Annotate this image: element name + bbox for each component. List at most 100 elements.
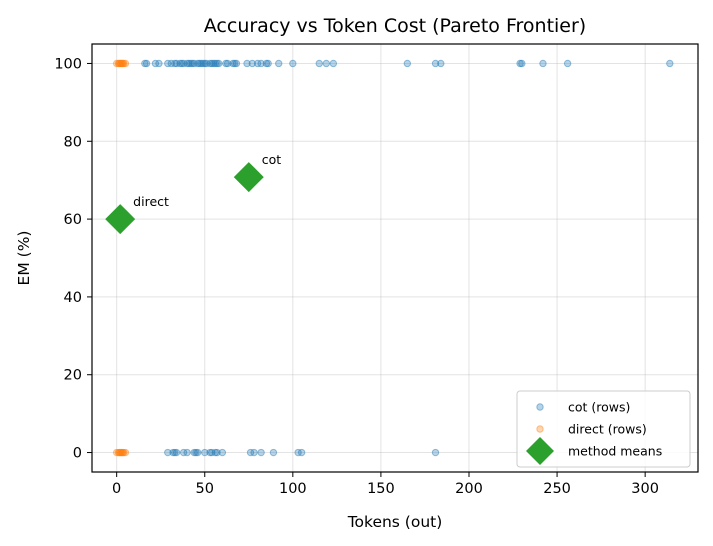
- cot-row-point: [171, 448, 179, 457]
- direct-row-point: [114, 59, 123, 68]
- cot-row-point: [201, 59, 209, 68]
- x-tick-label: 150: [367, 481, 395, 497]
- cot-row-point: [666, 59, 674, 68]
- direct-row-point: [112, 448, 121, 457]
- cot-row-point: [141, 59, 149, 68]
- cot-row-point: [289, 59, 297, 68]
- annotation-direct: direct: [133, 194, 169, 209]
- x-tick-label: 200: [455, 481, 483, 497]
- direct-row-point: [117, 448, 125, 457]
- cot-row-point: [269, 448, 278, 457]
- plot-area-frame: [91, 43, 699, 473]
- cot-row-point: [169, 448, 177, 457]
- direct-row-point: [116, 448, 124, 457]
- cot-row-point: [186, 59, 195, 68]
- annotation-cot: cot: [262, 152, 282, 167]
- data-points: [105, 59, 674, 457]
- cot-row-point: [253, 59, 262, 68]
- cot-row-point: [155, 59, 163, 68]
- cot-row-point: [230, 59, 239, 68]
- y-tick-label: 80: [64, 134, 82, 150]
- cot-row-point: [431, 448, 440, 457]
- legend-marker-1: [536, 425, 544, 433]
- cot-row-point: [199, 59, 207, 68]
- cot-row-point: [193, 59, 202, 68]
- cot-row-point: [192, 448, 200, 457]
- chart-title: Accuracy vs Token Cost (Pareto Frontier): [204, 15, 586, 37]
- cot-row-point: [183, 59, 191, 68]
- method-mean-marker: [105, 204, 136, 235]
- legend: cot (rows) direct (rows) method means: [516, 390, 691, 468]
- y-tick-label: 20: [64, 368, 82, 384]
- x-axis-label: Tokens (out): [347, 513, 443, 531]
- y-tick-label: 100: [54, 56, 82, 72]
- cot-row-point: [172, 448, 181, 457]
- cot-row-point: [246, 448, 255, 457]
- cot-row-point: [208, 448, 216, 457]
- cot-row-point: [437, 59, 445, 68]
- cot-row-point: [190, 448, 198, 457]
- y-tick-label: 0: [73, 446, 82, 462]
- cot-row-point: [264, 59, 272, 68]
- cot-row-point: [164, 448, 172, 457]
- direct-row-point: [117, 59, 125, 68]
- cot-row-point: [171, 59, 179, 68]
- cot-row-point: [167, 59, 175, 68]
- legend-marker-0: [536, 403, 544, 411]
- cot-row-point: [202, 59, 211, 68]
- cot-row-point: [563, 59, 572, 68]
- cot-row-point: [185, 59, 193, 68]
- cot-row-point: [275, 59, 283, 68]
- direct-row-point: [115, 448, 124, 457]
- cot-row-point: [243, 59, 251, 68]
- cot-row-point: [516, 59, 524, 68]
- cot-row-point: [190, 59, 198, 68]
- cot-row-point: [322, 59, 330, 68]
- cot-row-point: [164, 59, 172, 68]
- cot-row-point: [195, 59, 204, 68]
- cot-row-point: [250, 448, 258, 457]
- cot-row-point: [229, 59, 237, 68]
- cot-row-point: [329, 59, 338, 68]
- direct-row-point: [116, 59, 124, 68]
- cot-row-point: [248, 59, 257, 68]
- cot-row-point: [223, 59, 232, 68]
- cot-row-point: [197, 59, 205, 68]
- direct-row-point: [119, 59, 127, 68]
- x-tick-label: 250: [543, 481, 571, 497]
- y-axis-label: EM (%): [15, 231, 33, 286]
- cot-row-point: [179, 448, 188, 457]
- cot-row-point: [193, 448, 202, 457]
- cot-row-point: [257, 59, 265, 68]
- cot-row-point: [211, 59, 220, 68]
- y-tick-label: 40: [64, 290, 82, 306]
- y-tick-label: 60: [64, 212, 82, 228]
- cot-row-point: [215, 59, 223, 68]
- grid: [92, 44, 698, 472]
- cot-row-point: [178, 59, 186, 68]
- cot-row-point: [518, 59, 526, 68]
- cot-row-point: [294, 448, 302, 457]
- cot-row-point: [218, 448, 227, 457]
- axis-ticks: 0 50 100 150 200 250 300 0 20 40 60 80 100: [54, 56, 659, 497]
- direct-row-point: [118, 59, 126, 68]
- cot-row-point: [213, 59, 221, 68]
- direct-row-point: [118, 448, 126, 457]
- annotations: direct cot: [133, 152, 281, 209]
- direct-row-point: [114, 448, 123, 457]
- cot-row-point: [201, 448, 209, 457]
- cot-row-point: [222, 59, 230, 68]
- legend-frame: [516, 390, 691, 468]
- x-tick-label: 300: [631, 481, 659, 497]
- direct-row-point: [119, 448, 127, 457]
- cot-row-point: [315, 59, 323, 68]
- cot-row-point: [257, 448, 265, 457]
- cot-row-point: [208, 59, 216, 68]
- cot-row-point: [142, 59, 151, 68]
- x-tick-label: 50: [196, 481, 214, 497]
- cot-row-point: [232, 59, 241, 68]
- cot-row-point: [297, 448, 306, 457]
- cot-row-point: [431, 59, 440, 68]
- direct-row-point: [112, 59, 121, 68]
